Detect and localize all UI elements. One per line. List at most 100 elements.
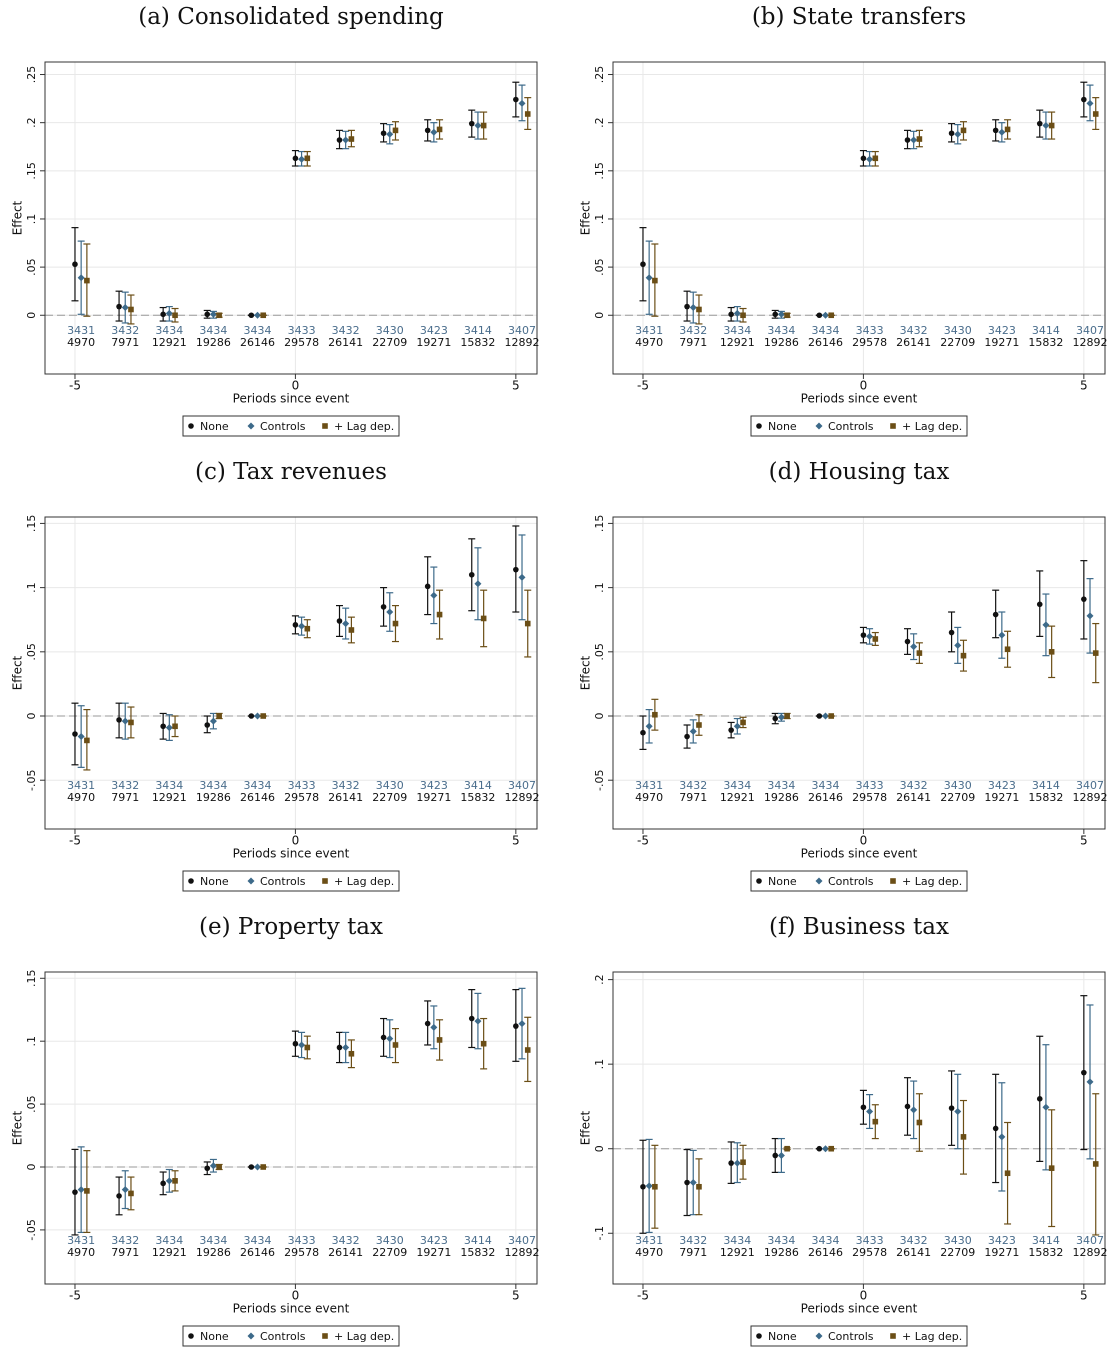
marker [728, 311, 734, 318]
annotation-bottom: 12892 [1073, 1246, 1108, 1259]
annotation-bottom: 12921 [720, 1246, 755, 1259]
legend-label: None [200, 420, 229, 433]
marker [1092, 1161, 1099, 1167]
annotation-bottom: 7971 [111, 336, 139, 349]
marker [165, 1177, 173, 1185]
marker [784, 1145, 790, 1152]
y-tick-label: .05 [25, 643, 38, 661]
marker [866, 155, 874, 163]
marker [960, 1134, 967, 1140]
annotation-bottom: 26141 [328, 336, 363, 349]
annotation-top: 3430 [944, 324, 972, 337]
marker [77, 1186, 85, 1194]
y-tick-label: .15 [25, 515, 38, 533]
marker [998, 128, 1006, 136]
marker [904, 1103, 911, 1110]
annotation-top: 3431 [67, 779, 95, 792]
marker [998, 1133, 1006, 1141]
legend-label: Controls [260, 420, 306, 433]
marker [866, 1108, 874, 1116]
marker [916, 1119, 923, 1126]
annotation-top: 3434 [723, 779, 751, 792]
marker [916, 136, 923, 142]
legend-marker [322, 878, 328, 884]
y-tick-label: .1 [593, 582, 606, 593]
annotation-top: 3433 [288, 324, 316, 337]
annotation-bottom: 19286 [764, 336, 799, 349]
marker [1092, 650, 1099, 656]
y-tick-label: .05 [593, 258, 606, 276]
marker [209, 310, 217, 318]
marker [77, 733, 85, 741]
annotation-top: 3434 [243, 1234, 271, 1247]
marker [513, 566, 519, 573]
marker [684, 1179, 690, 1186]
annotation-bottom: 29578 [284, 1246, 319, 1259]
marker [1042, 621, 1050, 629]
y-axis-label: Effect [11, 1110, 25, 1145]
annotation-top: 3414 [464, 324, 492, 337]
plot-frame [44, 516, 538, 830]
x-tick-label: -5 [69, 1289, 81, 1303]
annotation-bottom: 19271 [984, 791, 1019, 804]
y-tick-label: .05 [25, 258, 38, 276]
marker [392, 1042, 399, 1048]
marker [684, 303, 690, 310]
plot-frame [44, 971, 538, 1285]
y-tick-label: -.1 [593, 1226, 606, 1240]
marker [121, 717, 129, 725]
x-tick-label: -5 [637, 379, 649, 393]
marker [1004, 1170, 1011, 1177]
y-tick-label: .15 [25, 970, 38, 988]
annotation-top: 3414 [464, 779, 492, 792]
marker [468, 571, 475, 578]
annotation-top: 3434 [811, 324, 839, 337]
annotation-top: 3423 [420, 779, 448, 792]
marker [640, 261, 646, 268]
annotation-bottom: 26141 [896, 336, 931, 349]
marker [204, 311, 211, 318]
panel-title: (e) Property tax [199, 914, 383, 940]
legend-marker [247, 422, 255, 430]
marker [777, 1151, 785, 1159]
annotation-bottom: 26141 [896, 1246, 931, 1259]
legend-label: Controls [828, 420, 874, 433]
panel-title: (c) Tax revenues [195, 459, 387, 485]
legend-label: + Lag dep. [334, 1330, 394, 1343]
marker [430, 1023, 438, 1031]
annotation-bottom: 19271 [416, 791, 451, 804]
x-tick-label: -5 [69, 834, 81, 848]
panel-title: (d) Housing tax [769, 459, 950, 485]
annotation-top: 3430 [944, 779, 972, 792]
marker [860, 1104, 867, 1111]
annotation-bottom: 15832 [1028, 336, 1063, 349]
marker [524, 1047, 531, 1053]
annotation-top: 3432 [679, 779, 707, 792]
annotation-bottom: 12921 [152, 336, 187, 349]
marker [480, 122, 487, 129]
marker [468, 1015, 475, 1022]
marker [386, 130, 394, 138]
annotation-top: 3432 [111, 324, 139, 337]
marker [998, 631, 1006, 639]
marker [992, 127, 999, 134]
annotation-top: 3434 [767, 1234, 795, 1247]
y-tick-label: -.05 [25, 769, 38, 790]
annotation-top: 3423 [988, 1234, 1016, 1247]
annotation-bottom: 7971 [679, 1246, 707, 1259]
annotation-top: 3433 [856, 1234, 884, 1247]
legend-label: Controls [828, 1330, 874, 1343]
marker [430, 128, 438, 136]
legend-box [750, 870, 968, 892]
marker [165, 724, 173, 732]
legend-label: None [200, 875, 229, 888]
annotation-top: 3434 [767, 324, 795, 337]
annotation-bottom: 26146 [808, 1246, 843, 1259]
annotation-bottom: 15832 [1028, 791, 1063, 804]
annotation-top: 3430 [376, 324, 404, 337]
marker [1086, 612, 1094, 620]
marker [910, 1106, 918, 1114]
marker [480, 1040, 487, 1047]
annotation-top: 3431 [635, 1234, 663, 1247]
